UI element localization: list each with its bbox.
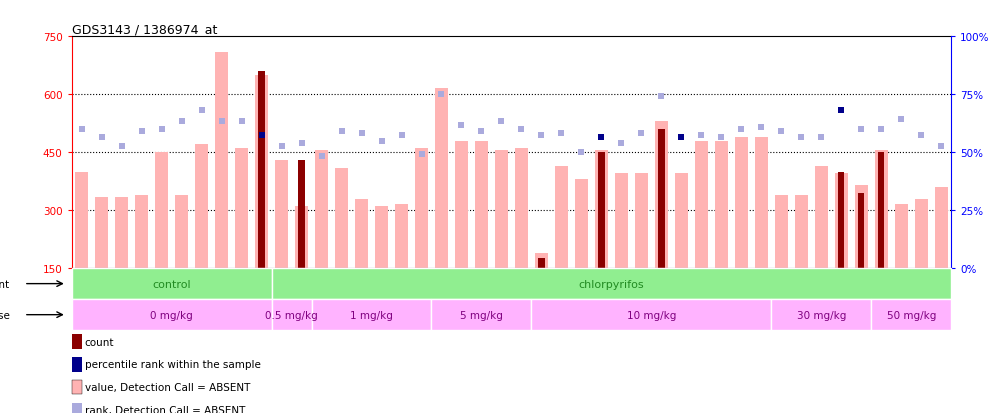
Bar	[575, 180, 588, 268]
Bar	[475, 141, 488, 268]
Text: 5 mg/kg: 5 mg/kg	[460, 310, 503, 320]
Bar	[894, 205, 907, 268]
Text: 30 mg/kg: 30 mg/kg	[797, 310, 846, 320]
Bar	[595, 151, 608, 268]
Text: 0.5 mg/kg: 0.5 mg/kg	[265, 310, 318, 320]
Bar	[96, 197, 109, 268]
Bar	[532, 299, 771, 330]
Bar	[538, 259, 545, 268]
Bar	[838, 172, 845, 268]
Bar	[275, 161, 288, 268]
Bar	[195, 145, 208, 268]
Bar	[272, 268, 951, 299]
Bar	[258, 72, 265, 268]
Bar	[715, 141, 728, 268]
Text: rank, Detection Call = ABSENT: rank, Detection Call = ABSENT	[85, 405, 245, 413]
Bar	[299, 161, 305, 268]
Bar	[215, 52, 228, 268]
Bar	[775, 195, 788, 268]
Bar	[72, 299, 272, 330]
Bar	[815, 166, 828, 268]
Bar	[375, 207, 388, 268]
Bar	[335, 168, 348, 268]
Bar	[634, 174, 647, 268]
Text: 10 mg/kg: 10 mg/kg	[626, 310, 676, 320]
Bar	[495, 151, 508, 268]
Bar	[355, 199, 369, 268]
Bar	[312, 299, 431, 330]
Text: 0 mg/kg: 0 mg/kg	[150, 310, 193, 320]
Bar	[755, 138, 768, 268]
Text: 50 mg/kg: 50 mg/kg	[886, 310, 936, 320]
Bar	[878, 153, 884, 268]
Bar	[235, 149, 248, 268]
Text: 1 mg/kg: 1 mg/kg	[350, 310, 393, 320]
Bar	[795, 195, 808, 268]
Bar	[599, 153, 605, 268]
Bar	[658, 130, 664, 268]
Text: value, Detection Call = ABSENT: value, Detection Call = ABSENT	[85, 382, 250, 392]
Bar	[615, 174, 627, 268]
Bar	[72, 268, 272, 299]
Text: percentile rank within the sample: percentile rank within the sample	[85, 359, 261, 370]
Bar	[415, 149, 428, 268]
Bar	[874, 151, 887, 268]
Bar	[675, 174, 688, 268]
Bar	[771, 299, 872, 330]
Bar	[695, 141, 708, 268]
Bar	[914, 199, 927, 268]
Bar	[654, 122, 668, 268]
Bar	[255, 76, 268, 268]
Bar	[535, 253, 548, 268]
Bar	[431, 299, 532, 330]
Bar	[295, 207, 308, 268]
Text: dose: dose	[0, 310, 10, 320]
Text: count: count	[85, 337, 115, 347]
Bar	[835, 174, 848, 268]
Bar	[435, 89, 448, 268]
Text: agent: agent	[0, 279, 10, 289]
Bar	[116, 197, 128, 268]
Bar	[934, 188, 947, 268]
Text: control: control	[152, 279, 191, 289]
Bar	[135, 195, 148, 268]
Bar	[858, 193, 865, 268]
Bar	[175, 195, 188, 268]
Text: GDS3143 / 1386974_at: GDS3143 / 1386974_at	[72, 23, 217, 36]
Bar	[735, 138, 748, 268]
Bar	[855, 185, 868, 268]
Bar	[395, 205, 408, 268]
Bar	[272, 299, 312, 330]
Bar	[76, 172, 89, 268]
Bar	[515, 149, 528, 268]
Bar	[555, 166, 568, 268]
Bar	[872, 299, 951, 330]
Text: chlorpyrifos: chlorpyrifos	[579, 279, 644, 289]
Bar	[455, 141, 468, 268]
Bar	[155, 153, 168, 268]
Bar	[315, 151, 328, 268]
